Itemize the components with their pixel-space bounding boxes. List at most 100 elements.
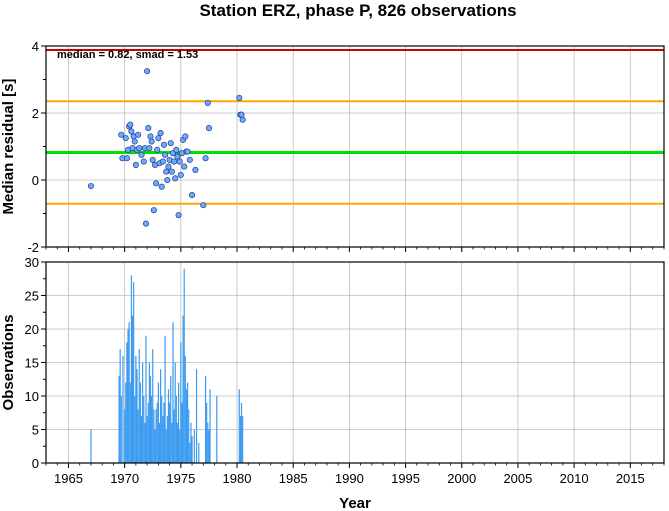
residual-point [154, 146, 161, 153]
y-tick-label: 2 [32, 106, 39, 121]
observation-bar [186, 382, 189, 463]
residual-point [122, 135, 129, 142]
observation-bar [175, 396, 177, 463]
x-tick-label: 2000 [447, 471, 476, 486]
residual-point [200, 202, 207, 209]
observation-bar [204, 375, 207, 463]
residual-point [159, 158, 166, 165]
observation-bar [153, 409, 155, 463]
residual-point [158, 183, 165, 190]
chart-title: Station ERZ, phase P, 826 observations [199, 1, 516, 20]
residual-point [128, 128, 135, 135]
residual-point [167, 140, 174, 147]
observation-bar [163, 402, 165, 463]
observation-bar [90, 429, 92, 463]
residual-point [165, 163, 172, 170]
y-tick-label: 0 [32, 456, 39, 471]
residual-point [150, 207, 157, 214]
observation-bar [136, 369, 138, 463]
observation-bar [122, 355, 124, 463]
observation-bar [174, 362, 176, 463]
observation-bar [148, 362, 150, 463]
observation-bar [193, 429, 195, 463]
residual-point [162, 151, 169, 158]
observation-bar [164, 335, 166, 463]
residual-point [144, 68, 151, 75]
observation-bar [206, 402, 208, 463]
observation-bar [170, 375, 172, 463]
observation-bar [128, 322, 130, 463]
residual-point [153, 180, 160, 187]
observation-bar [120, 396, 122, 463]
observation-bar [188, 409, 190, 463]
observation-bar [179, 429, 181, 463]
observation-bar [169, 402, 171, 463]
y-tick-label: 0 [32, 173, 39, 188]
residual-point [136, 145, 143, 152]
residual-point [204, 99, 211, 107]
residual-point [176, 158, 183, 165]
observation-bar [124, 409, 126, 463]
residual-point [164, 176, 171, 184]
observation-bar [183, 268, 185, 463]
residual-point [138, 151, 145, 158]
residual-point [160, 141, 168, 148]
y-tick-label: 4 [32, 39, 39, 54]
residual-point [186, 156, 193, 163]
observation-bar [189, 442, 191, 463]
x-tick-label: 2015 [616, 471, 645, 486]
observation-bar [160, 369, 162, 463]
residual-point [175, 212, 182, 219]
residual-point [239, 116, 246, 123]
observation-bar [149, 375, 152, 463]
residual-point [236, 94, 243, 101]
y-axis-title: Median residual [s] [0, 79, 17, 215]
observation-bar [171, 422, 173, 463]
observation-bar [240, 402, 243, 463]
observation-bar [133, 282, 135, 463]
observation-bar [191, 436, 193, 463]
x-axis-title: Year [339, 495, 371, 511]
residual-point [140, 158, 147, 165]
residual-point [202, 155, 209, 162]
observation-bar [208, 429, 210, 463]
residual-point [135, 131, 142, 138]
observation-bar [152, 349, 154, 463]
observation-bar [135, 355, 137, 463]
residual-point [163, 168, 170, 175]
observation-bar [167, 389, 170, 463]
residual-panel: -2 0 2 4 Median residual [s] median = 0.82, s… [0, 39, 665, 255]
observation-bar [140, 416, 143, 463]
observation-bar [182, 315, 184, 463]
observation-bar [126, 342, 128, 463]
residual-point [192, 166, 199, 174]
observation-bar [156, 402, 158, 463]
observation-bar [177, 382, 180, 463]
observation-bar [146, 416, 148, 463]
residual-point [168, 168, 175, 175]
observation-bar [198, 442, 200, 463]
observation-bar [173, 409, 175, 463]
x-tick-label: 1980 [223, 471, 252, 486]
x-tick-label: 1990 [335, 471, 364, 486]
observation-bar [238, 389, 240, 463]
x-tick-label: 1975 [166, 471, 195, 486]
observation-bar [139, 382, 141, 463]
residual-point [184, 148, 191, 155]
observation-bar [130, 275, 132, 463]
residual-point [147, 133, 154, 140]
observation-bar [216, 396, 218, 463]
residual-point [131, 138, 138, 145]
observation-bar [184, 355, 186, 463]
residual-point [146, 145, 153, 152]
observation-bar [143, 396, 145, 463]
observation-bar [185, 389, 188, 463]
x-tick-label: 2005 [503, 471, 532, 486]
observation-bar [166, 416, 168, 463]
observation-bar [155, 409, 157, 463]
residual-point [149, 156, 156, 163]
observation-bar [131, 315, 134, 463]
observation-bar [144, 422, 146, 463]
residual-point [172, 175, 179, 182]
observation-bar [239, 416, 241, 463]
